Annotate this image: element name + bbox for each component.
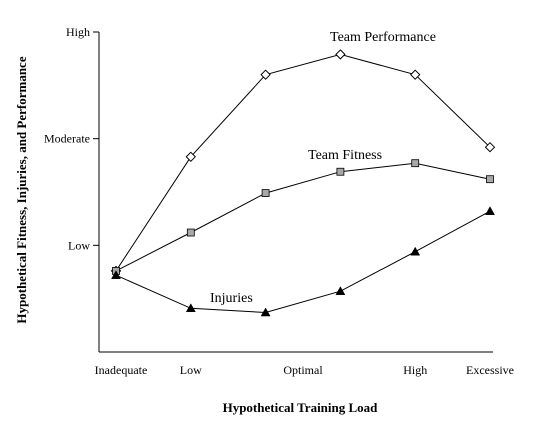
series-line-team-performance <box>115 53 491 272</box>
x-ticks: Inadequate Low Optimal High Excessive <box>95 363 514 377</box>
series-line-team-fitness <box>115 162 491 272</box>
data-point-injuries <box>410 246 421 256</box>
series-line-injuries <box>115 210 491 314</box>
series-injuries <box>111 206 495 317</box>
x-tick-label: Low <box>180 363 202 377</box>
data-point-team-performance <box>409 69 421 80</box>
data-point-team-performance <box>260 69 271 80</box>
y-axis-title: Hypothetical Fitness, Injuries, and Perf… <box>14 56 29 323</box>
data-point-team-performance <box>484 141 496 153</box>
y-ticks: Low Moderate High <box>44 25 99 252</box>
axes: Low Moderate High Inadequate Low Optimal High… <box>44 25 514 377</box>
data-point-team-fitness <box>486 175 494 184</box>
series-team-fitness <box>112 159 494 275</box>
x-axis-title: Hypothetical Training Load <box>223 400 379 415</box>
data-point-injuries <box>185 303 196 313</box>
data-point-injuries <box>335 286 346 295</box>
x-tick-label: High <box>403 363 427 377</box>
data-point-team-fitness <box>186 228 195 237</box>
data-point-team-fitness <box>411 159 420 168</box>
data-point-injuries <box>485 206 495 215</box>
series-label-injuries: Injuries <box>210 291 253 306</box>
y-tick-label: High <box>66 25 90 39</box>
data-point-team-fitness <box>261 189 270 197</box>
series-label-team-fitness: Team Fitness <box>308 148 382 163</box>
y-tick-label: Low <box>68 238 90 252</box>
data-point-injuries <box>111 270 121 279</box>
x-tick-label: Optimal <box>283 363 323 377</box>
data-point-team-fitness <box>336 167 345 176</box>
x-tick-label: Excessive <box>466 363 514 377</box>
data-point-team-performance <box>185 151 197 163</box>
series-team-performance <box>110 49 496 277</box>
data-point-team-performance <box>335 49 346 60</box>
data-point-injuries <box>260 307 271 317</box>
series-labels: Team Performance Team Fitness Injuries <box>210 30 436 306</box>
series-layer <box>110 49 496 317</box>
series-label-team-performance: Team Performance <box>330 30 436 45</box>
y-tick-label: Moderate <box>44 132 90 146</box>
x-tick-label: Inadequate <box>95 363 148 377</box>
